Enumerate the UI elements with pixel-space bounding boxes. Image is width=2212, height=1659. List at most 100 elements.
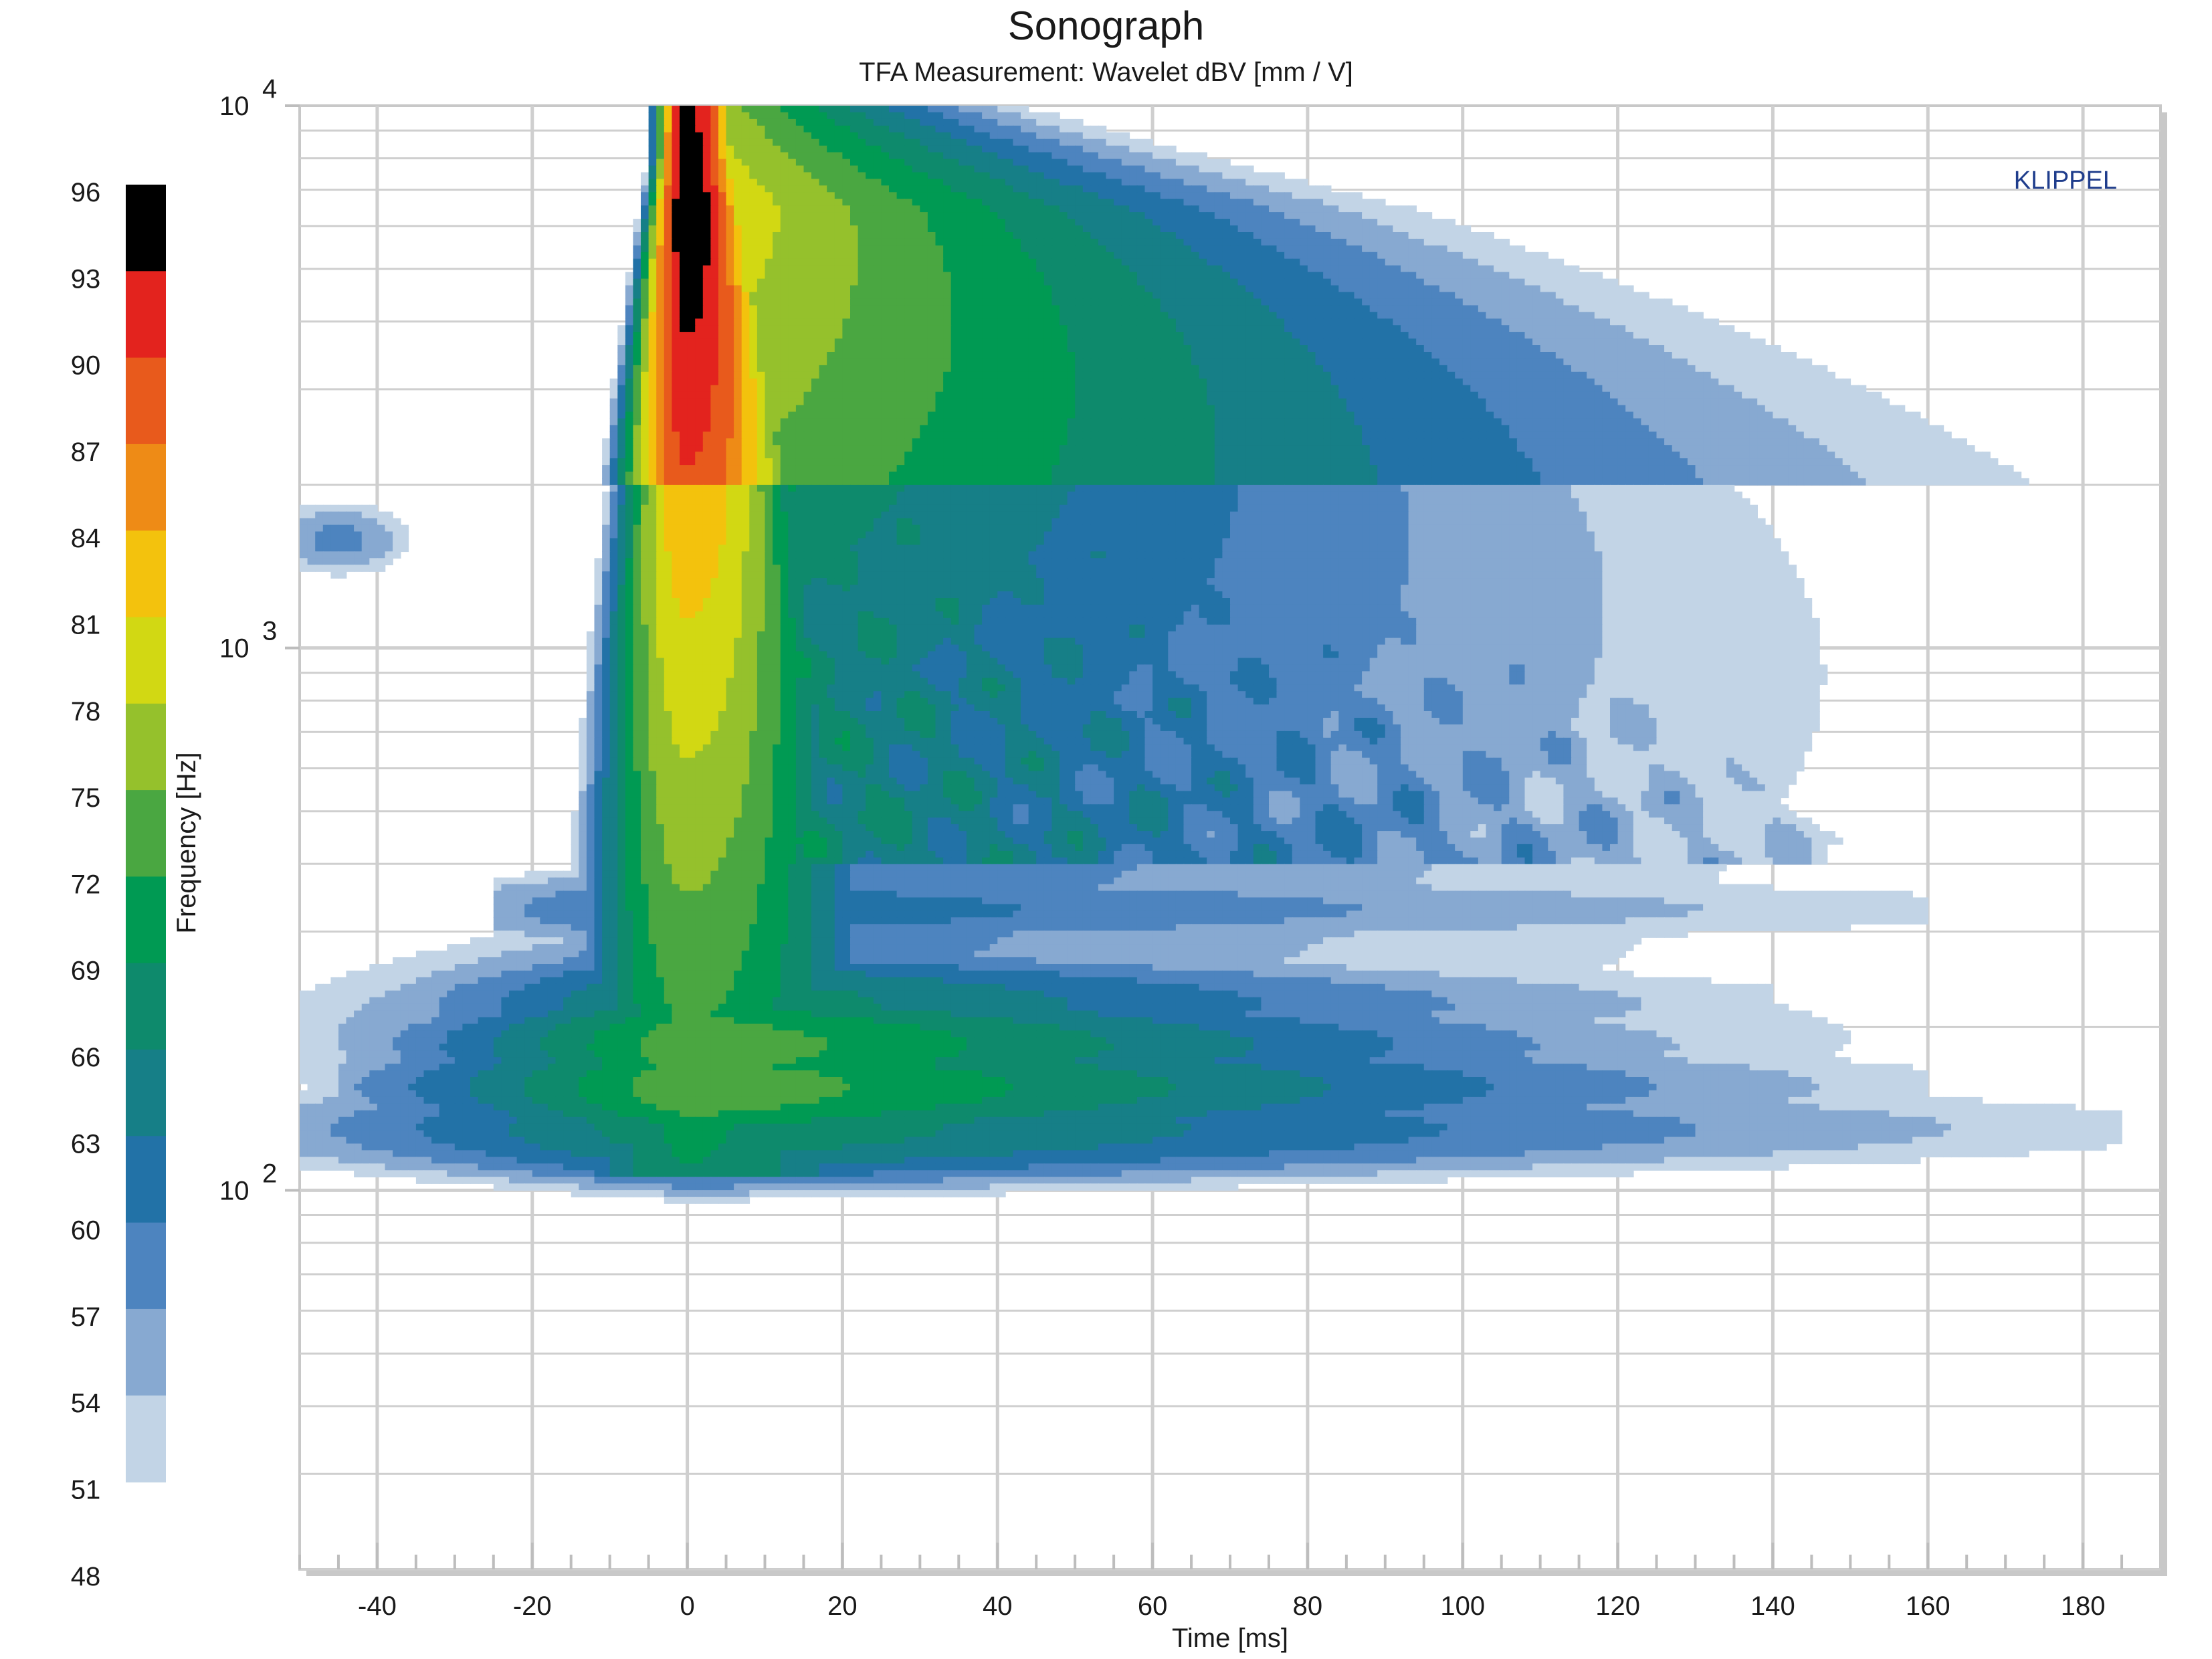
- heat-cell: [1602, 378, 1611, 386]
- heat-cell: [866, 165, 874, 173]
- heat-cell: [1494, 371, 1502, 379]
- heat-cell: [1633, 352, 1642, 359]
- heat-cell: [788, 192, 797, 199]
- heat-cell: [827, 391, 835, 399]
- heat-cell: [656, 199, 665, 206]
- heat-cell: [927, 358, 936, 366]
- heat-cell: [1315, 232, 1324, 239]
- heat-cell: [1028, 252, 1037, 260]
- heat-cell: [927, 285, 936, 293]
- heat-cell: [1330, 352, 1340, 359]
- heat-cell: [1501, 391, 1510, 399]
- heat-cell: [788, 338, 797, 346]
- heat-cell: [1129, 252, 1138, 260]
- heat-cell: [757, 199, 766, 206]
- heat-cell: [1043, 172, 1053, 180]
- heat-cell: [1082, 138, 1092, 147]
- heat-cell: [1129, 378, 1138, 386]
- heat-cell: [1664, 352, 1673, 359]
- heat-cell: [1106, 318, 1114, 326]
- heat-cell: [974, 205, 983, 213]
- heat-cell: [695, 365, 704, 373]
- heat-cell: [834, 199, 843, 206]
- heat-cell: [1005, 258, 1014, 266]
- heat-cell: [1082, 278, 1092, 286]
- heat-cell: [1191, 192, 1200, 199]
- heat-cell: [1648, 312, 1657, 319]
- heat-cell: [765, 345, 773, 353]
- heat-cell: [726, 378, 734, 386]
- heat-cell: [1121, 265, 1130, 273]
- heat-cell: [1160, 185, 1169, 193]
- heat-cell: [1245, 219, 1254, 226]
- heat-cell: [1237, 358, 1246, 366]
- heat-cell: [1524, 252, 1533, 260]
- heat-cell: [842, 285, 851, 293]
- heat-cell: [982, 125, 991, 133]
- heat-cell: [1090, 285, 1099, 293]
- heat-cell: [1043, 145, 1053, 153]
- heat-cell: [912, 391, 921, 399]
- heat-cell: [664, 278, 673, 286]
- heat-cell: [710, 159, 719, 167]
- heat-cell: [1090, 292, 1099, 300]
- heat-cell: [1338, 371, 1347, 379]
- heat-cell: [1098, 365, 1107, 373]
- heat-cell: [1703, 338, 1712, 346]
- heat-cell: [819, 305, 827, 313]
- heat-cell: [912, 118, 921, 126]
- heat-cell: [726, 238, 734, 246]
- heat-cell: [943, 325, 952, 332]
- heat-cell: [1043, 179, 1053, 187]
- heat-cell: [1835, 385, 1843, 393]
- heat-cell: [1408, 285, 1417, 293]
- heat-cell: [873, 159, 882, 167]
- heat-cell: [1385, 232, 1394, 239]
- heat-cell: [1455, 325, 1464, 332]
- heat-cell: [1455, 345, 1464, 353]
- heat-cell: [1749, 371, 1758, 379]
- heat-cell: [1726, 385, 1735, 393]
- heat-cell: [1827, 385, 1835, 393]
- heat-cell: [1385, 298, 1394, 306]
- heat-cell: [974, 338, 983, 346]
- heat-cell: [1245, 318, 1254, 326]
- heat-cell: [1765, 352, 1774, 359]
- heat-cell: [773, 358, 781, 366]
- heat-cell: [1043, 292, 1053, 300]
- heat-cell: [850, 125, 859, 133]
- heat-cell: [827, 292, 835, 300]
- heat-cell: [1021, 132, 1029, 140]
- heat-cell: [1284, 318, 1293, 326]
- heat-cell: [757, 298, 766, 306]
- heat-cell: [858, 345, 866, 353]
- heat-cell: [935, 152, 944, 160]
- heat-cell: [881, 371, 890, 379]
- heat-cell: [1393, 298, 1401, 306]
- heat-cell: [795, 225, 805, 233]
- heat-cell: [989, 232, 999, 239]
- heat-cell: [734, 305, 742, 313]
- heat-cell: [680, 199, 688, 206]
- heat-cell: [1284, 285, 1293, 293]
- heat-cell: [1346, 192, 1355, 199]
- heat-cell: [866, 305, 874, 313]
- heat-cell: [672, 378, 680, 386]
- heat-cell: [827, 352, 835, 359]
- heat-cell: [1431, 391, 1440, 399]
- heat-cell: [680, 238, 688, 246]
- heat-cell: [1307, 199, 1316, 206]
- heat-cell: [834, 165, 843, 173]
- heat-cell: [1114, 252, 1122, 260]
- heat-cell: [1237, 345, 1246, 353]
- heat-cell: [912, 318, 921, 326]
- heat-cell: [1036, 132, 1045, 140]
- heat-cell: [1043, 159, 1053, 167]
- heat-cell: [1136, 385, 1146, 393]
- heat-cell: [1835, 391, 1843, 399]
- heat-cell: [765, 378, 773, 386]
- heat-cell: [896, 106, 905, 113]
- heat-cell: [819, 118, 827, 126]
- heat-cell: [1532, 318, 1541, 326]
- heat-cell: [1292, 278, 1301, 286]
